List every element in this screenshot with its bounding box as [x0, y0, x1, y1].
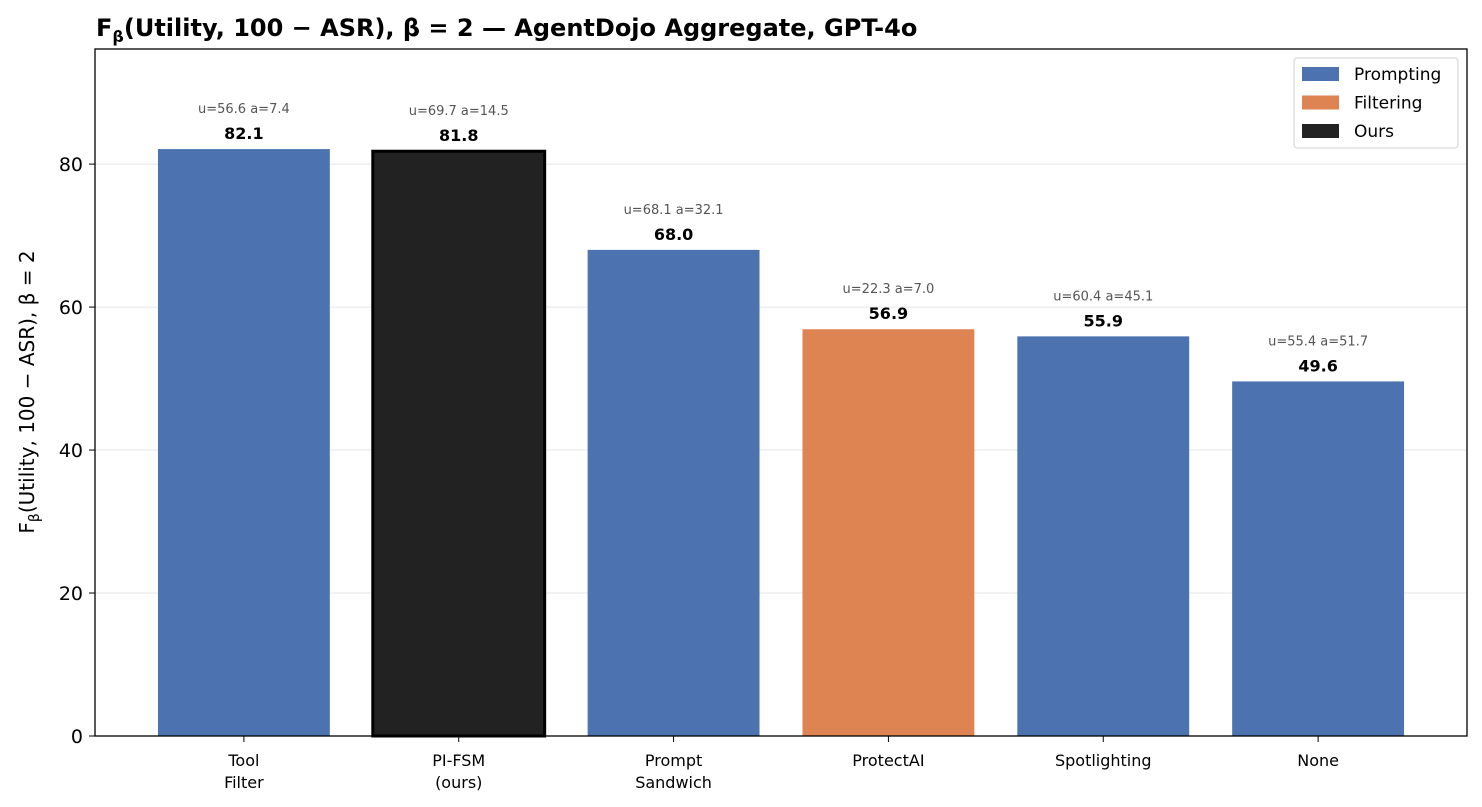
utility-asr-annotation: u=22.3 a=7.0 [843, 282, 935, 297]
chart-title: Fβ(Utility, 100 − ASR), β = 2 — AgentDoj… [96, 14, 917, 46]
value-label: 56.9 [869, 304, 908, 323]
y-tick-label: 80 [59, 154, 83, 176]
x-tick-label: (ours) [435, 773, 482, 792]
bar-2 [587, 249, 760, 736]
bar-4 [1017, 336, 1190, 736]
y-tick-label: 20 [59, 583, 83, 605]
x-tick-label: Filter [224, 773, 264, 792]
utility-asr-annotation: u=60.4 a=45.1 [1053, 289, 1153, 304]
y-tick-label: 60 [59, 297, 83, 319]
utility-asr-annotation: u=68.1 a=32.1 [624, 203, 724, 218]
value-label: 49.6 [1298, 356, 1337, 375]
x-tick-label: Spotlighting [1055, 751, 1152, 770]
legend-label: Ours [1354, 122, 1394, 142]
x-tick-label: Tool [227, 751, 259, 770]
value-label: 68.0 [654, 225, 693, 244]
bar-3 [802, 329, 975, 736]
value-label: 81.8 [439, 126, 478, 145]
utility-asr-annotation: u=55.4 a=51.7 [1268, 334, 1368, 349]
plot-frame [94, 48, 1468, 737]
legend-label: Filtering [1354, 94, 1422, 114]
utility-asr-annotation: u=69.7 a=14.5 [409, 104, 509, 119]
y-tick-label: 40 [59, 440, 83, 462]
value-label: 55.9 [1084, 311, 1123, 330]
bar-1 [371, 149, 547, 738]
x-tick-label: None [1297, 751, 1339, 770]
x-tick-label: Sandwich [635, 773, 712, 792]
legend-swatch-prompting [1302, 67, 1339, 81]
bar-0 [157, 149, 330, 736]
x-tick-label: ProtectAI [852, 751, 924, 770]
utility-asr-annotation: u=56.6 a=7.4 [198, 102, 290, 117]
bar-5 [1232, 381, 1405, 736]
legend-swatch-ours [1302, 124, 1339, 138]
x-tick-label: Prompt [645, 751, 702, 770]
value-label: 82.1 [224, 124, 263, 143]
legend-label: Prompting [1354, 65, 1441, 85]
legend-swatch-filtering [1302, 95, 1339, 110]
x-tick-label: PI-FSM [432, 751, 485, 770]
legend: Prompting Filtering Ours [1293, 57, 1459, 149]
y-tick-label: 0 [71, 726, 83, 748]
y-axis-label: Fβ(Utility, 100 − ASR), β = 2 [15, 250, 43, 533]
